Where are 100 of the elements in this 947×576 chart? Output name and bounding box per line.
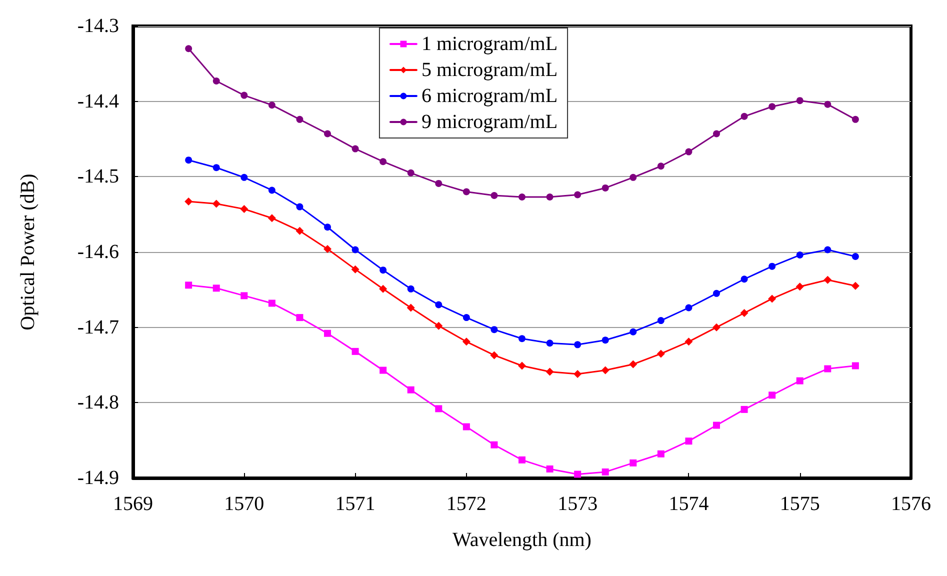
point xyxy=(713,290,720,297)
point xyxy=(462,314,470,322)
point xyxy=(435,405,442,412)
x-tick-label: 1574 xyxy=(668,493,709,515)
point xyxy=(324,130,331,138)
point xyxy=(684,338,693,346)
point xyxy=(852,362,859,370)
point xyxy=(435,180,442,187)
y-tick-label: -14.7 xyxy=(77,316,119,338)
point xyxy=(379,284,388,293)
point xyxy=(490,351,498,360)
point xyxy=(212,77,220,84)
point xyxy=(796,282,804,291)
point xyxy=(268,214,276,222)
y-tick-label: -14.5 xyxy=(77,166,119,188)
point xyxy=(380,366,387,374)
y-tick-label: -14.8 xyxy=(77,392,119,414)
point xyxy=(768,294,776,303)
point xyxy=(296,203,304,210)
point xyxy=(380,266,387,274)
x-axis-title: Wavelength (nm) xyxy=(452,529,592,551)
point xyxy=(268,300,276,307)
point xyxy=(352,145,359,152)
point xyxy=(713,130,720,138)
point xyxy=(184,198,193,206)
point xyxy=(518,194,526,201)
point xyxy=(685,304,692,312)
point xyxy=(240,292,248,300)
x-tick-label: 1569 xyxy=(113,493,153,515)
point xyxy=(268,186,276,194)
point xyxy=(713,422,720,429)
point xyxy=(685,148,692,156)
x-tick-label: 1575 xyxy=(780,493,820,515)
x-tick-label: 1570 xyxy=(224,493,264,515)
point xyxy=(796,377,804,384)
point xyxy=(546,340,554,347)
point xyxy=(796,97,804,104)
point xyxy=(490,441,498,448)
point xyxy=(657,162,664,170)
point xyxy=(574,470,582,478)
point xyxy=(352,348,359,355)
point xyxy=(656,350,665,358)
point xyxy=(796,252,804,259)
point xyxy=(462,188,470,196)
point xyxy=(601,366,610,374)
point xyxy=(546,194,554,201)
point xyxy=(185,45,192,52)
point xyxy=(212,200,220,208)
point xyxy=(824,276,832,284)
point xyxy=(462,338,470,346)
y-tick-label: -14.4 xyxy=(77,90,119,112)
legend-label: 9 microgram/mL xyxy=(421,111,558,133)
point xyxy=(602,184,609,192)
y-tick-label: -14.3 xyxy=(77,15,119,37)
point xyxy=(212,164,220,172)
point xyxy=(296,116,304,123)
point xyxy=(324,224,331,231)
point xyxy=(185,156,192,164)
point xyxy=(740,309,748,318)
point xyxy=(657,450,664,458)
point xyxy=(434,322,443,330)
point xyxy=(406,304,415,312)
point xyxy=(240,174,248,181)
y-tick-label: -14.6 xyxy=(77,241,119,263)
x-tick-label: 1576 xyxy=(891,493,931,515)
legend-label: 6 microgram/mL xyxy=(421,85,558,107)
legend-label: 5 microgram/mL xyxy=(421,59,558,81)
point xyxy=(574,370,582,378)
point xyxy=(740,406,748,413)
point xyxy=(630,174,637,181)
point xyxy=(574,341,582,348)
point xyxy=(240,92,248,99)
point xyxy=(657,317,664,324)
point xyxy=(851,282,860,290)
point xyxy=(296,226,304,235)
point xyxy=(518,362,526,370)
point xyxy=(629,360,638,368)
point xyxy=(435,301,442,308)
point xyxy=(240,205,248,214)
point xyxy=(574,191,582,198)
point xyxy=(630,459,637,466)
point xyxy=(630,328,637,336)
point xyxy=(768,392,776,399)
point xyxy=(768,103,776,110)
point xyxy=(824,365,832,372)
y-axis-title: Optical Power (dB) xyxy=(17,174,39,330)
point xyxy=(268,102,276,109)
x-tick-label: 1572 xyxy=(446,493,486,515)
point xyxy=(546,368,554,376)
point xyxy=(602,336,609,344)
point xyxy=(712,323,720,332)
point xyxy=(212,284,220,292)
point xyxy=(351,265,360,274)
point xyxy=(185,282,192,289)
point xyxy=(602,468,609,476)
point xyxy=(824,100,832,108)
x-tick-label: 1571 xyxy=(335,493,376,515)
point xyxy=(490,326,498,334)
point xyxy=(352,246,359,254)
point xyxy=(546,465,554,472)
